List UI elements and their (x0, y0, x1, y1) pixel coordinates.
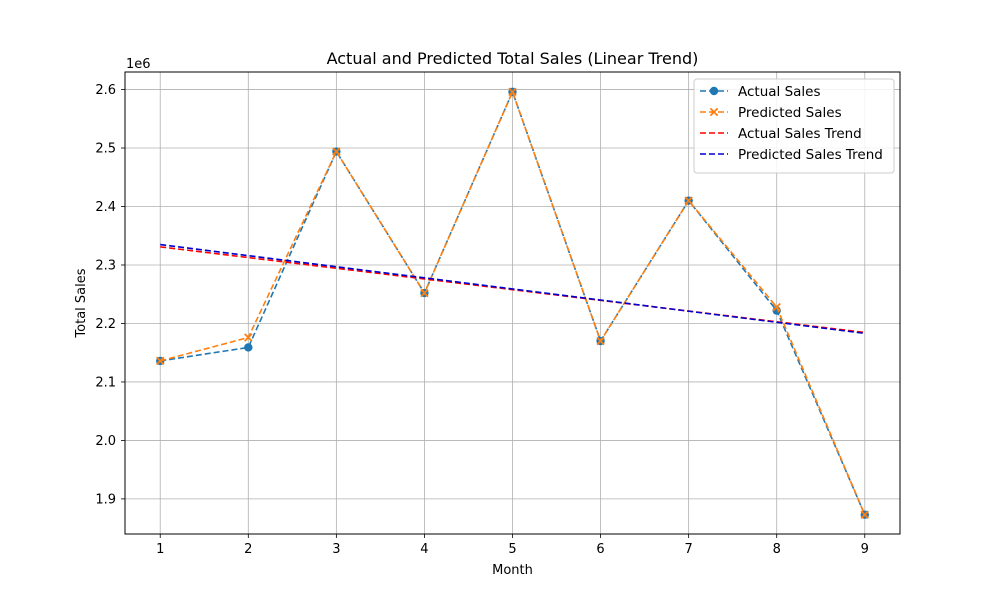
legend-marker (709, 86, 719, 96)
legend-marker (709, 107, 719, 117)
x-tick-label: 8 (773, 542, 781, 557)
y-tick-label: 2.4 (95, 200, 116, 215)
legend-label: Actual Sales (738, 84, 821, 100)
x-tick-label: 9 (861, 542, 869, 557)
x-tick-label: 3 (332, 542, 340, 557)
y-tick-label: 1.9 (95, 492, 116, 507)
legend-item: Predicted Sales (700, 105, 842, 121)
data-point (244, 333, 253, 342)
data-point (155, 356, 165, 366)
y-tick-label: 2.2 (95, 317, 116, 332)
data-point (684, 196, 693, 205)
data-point (508, 87, 517, 97)
legend-label: Predicted Sales Trend (738, 147, 883, 163)
x-axis-label: Month (492, 563, 533, 578)
data-point (596, 336, 605, 346)
legend-item: Actual Sales (700, 84, 821, 100)
data-point (860, 510, 870, 519)
x-tick-label: 4 (420, 542, 428, 557)
y-tick-label: 2.1 (95, 375, 116, 390)
y-tick-label: 2.0 (95, 434, 116, 449)
y-axis-offset-label: 1e6 (126, 57, 151, 72)
legend-label: Actual Sales Trend (738, 126, 862, 142)
series-predicted-sales-trend (160, 243, 865, 335)
y-axis-label: Total Sales (74, 268, 89, 338)
series-predicted-sales (155, 87, 870, 519)
data-point (772, 302, 781, 312)
legend: Actual Sales Predicted Sales Actual Sales … (693, 78, 895, 174)
y-tick-label: 2.5 (95, 142, 116, 157)
legend-label: Predicted Sales (738, 105, 842, 121)
legend-box (693, 78, 895, 174)
x-tick-label: 6 (596, 542, 604, 557)
chart-title: Actual and Predicted Total Sales (Linear… (327, 49, 699, 68)
legend-item: Predicted Sales Trend (700, 147, 883, 163)
data-point (244, 343, 253, 352)
y-tick-label: 2.6 (95, 83, 116, 98)
x-tick-label: 5 (508, 542, 516, 557)
x-tick-label: 1 (156, 542, 164, 557)
axis-ticks: 1 2 3 4 5 6 7 8 9 1.9 2.0 2.1 2.2 2.3 2.4 2.5 2.6 (95, 83, 869, 557)
x-tick-label: 7 (684, 542, 692, 557)
legend-item: Actual Sales Trend (700, 126, 862, 142)
y-tick-label: 2.3 (95, 258, 116, 273)
data-point (420, 288, 429, 298)
series-line (160, 243, 865, 335)
x-tick-label: 2 (244, 542, 252, 557)
data-point (332, 147, 341, 156)
series-layer (155, 87, 870, 519)
